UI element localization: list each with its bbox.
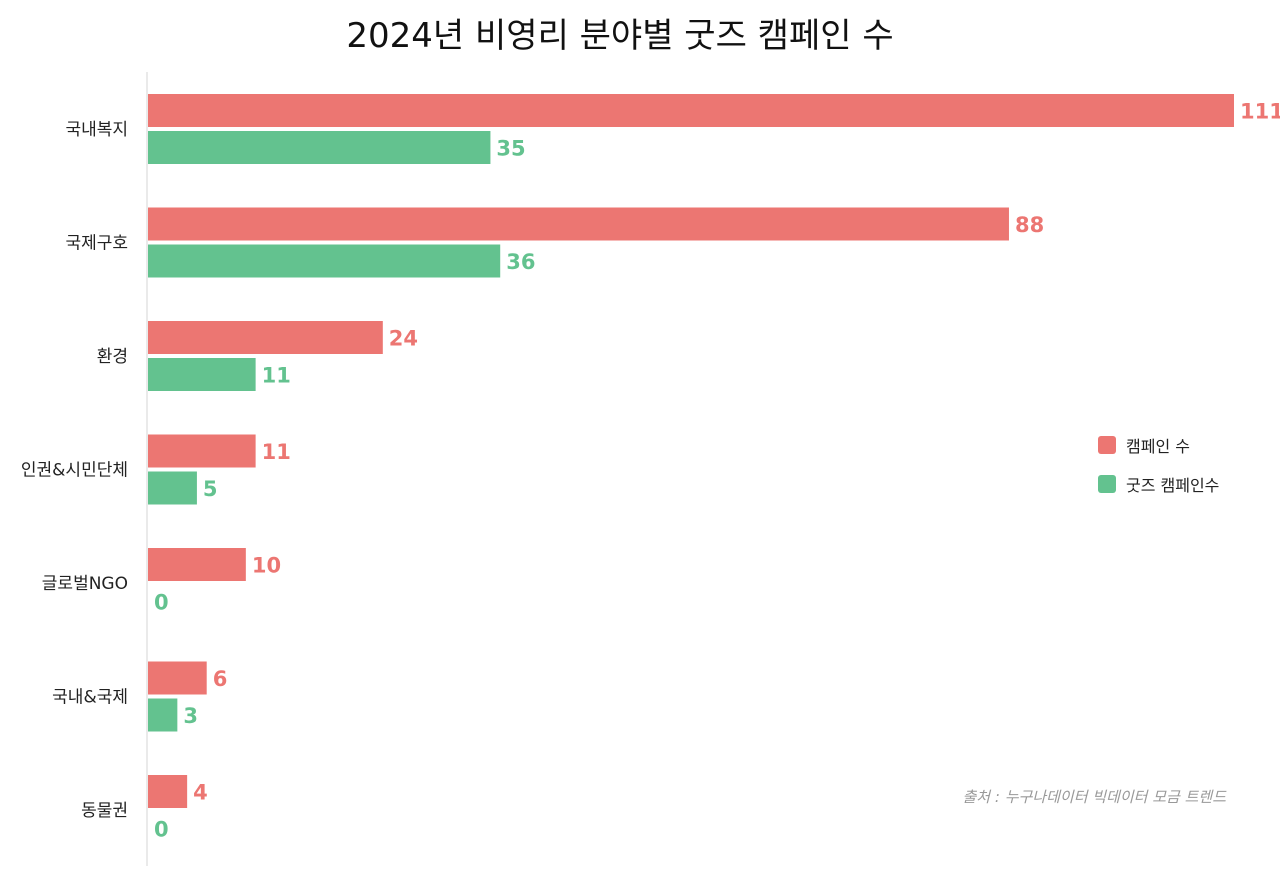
value-label-goods: 3: [183, 704, 198, 728]
bar-goods: [148, 131, 491, 164]
bar-goods: [148, 244, 501, 278]
bar-goods: [148, 358, 256, 391]
value-label-goods: 11: [262, 364, 291, 388]
legend-swatch-campaigns: [1098, 436, 1116, 454]
category-label: 국내&국제: [52, 688, 128, 708]
bar-campaigns: [148, 548, 246, 581]
bar-goods: [148, 471, 197, 505]
bar-campaigns: [148, 434, 256, 468]
value-label-goods: 36: [506, 250, 535, 274]
value-label-campaigns: 24: [389, 327, 418, 351]
value-label-campaigns: 88: [1015, 213, 1044, 237]
legend: 캠페인 수 굿즈 캠페인수: [1098, 432, 1219, 510]
category-label: 동물권: [81, 801, 128, 821]
bar-campaigns: [148, 661, 207, 695]
value-label-campaigns: 6: [213, 667, 228, 691]
bar-campaigns: [148, 94, 1234, 127]
value-label-campaigns: 111: [1240, 100, 1280, 124]
legend-item-campaigns: 캠페인 수: [1098, 432, 1219, 458]
value-label-goods: 0: [154, 591, 169, 615]
category-label: 국제구호: [65, 234, 128, 254]
value-label-goods: 5: [203, 477, 218, 501]
category-label: 인권&시민단체: [21, 461, 128, 481]
category-label: 국내복지: [65, 120, 128, 140]
category-label: 글로벌NGO: [42, 574, 128, 594]
chart-title: 2024년 비영리 분야별 굿즈 캠페인 수: [346, 16, 894, 56]
legend-label-goods: 굿즈 캠페인수: [1126, 476, 1220, 495]
value-label-campaigns: 10: [252, 554, 281, 578]
bar-campaigns: [148, 321, 383, 354]
category-label: 환경: [97, 347, 128, 367]
bar-goods: [148, 698, 178, 732]
value-label-campaigns: 4: [193, 781, 208, 805]
legend-swatch-goods: [1098, 475, 1116, 493]
value-label-goods: 35: [496, 137, 525, 161]
legend-item-goods: 굿즈 캠페인수: [1098, 471, 1219, 497]
value-label-campaigns: 11: [262, 440, 291, 464]
source-note: 출처 : 누구나데이터 빅데이터 모금 트렌드: [962, 788, 1227, 806]
bar-campaigns: [148, 775, 188, 808]
legend-label-campaigns: 캠페인 수: [1126, 437, 1190, 456]
bar-campaigns: [148, 207, 1009, 241]
value-label-goods: 0: [154, 818, 169, 842]
